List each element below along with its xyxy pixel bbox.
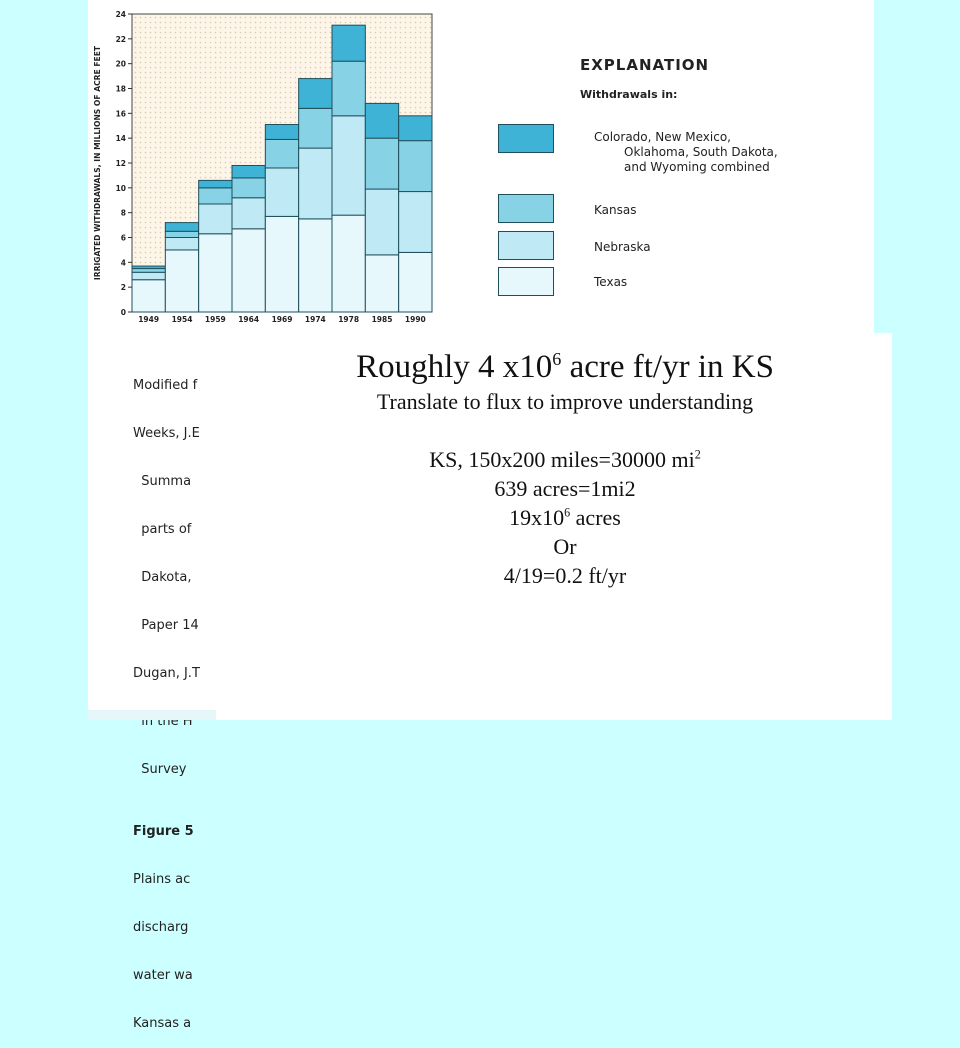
bar-1959-series-3 — [198, 179, 233, 189]
x-tick-label: 1949 — [138, 315, 159, 324]
x-tick-label: 1954 — [172, 315, 193, 324]
y-tick-label: 8 — [121, 209, 126, 218]
y-axis-title: IRRIGATED WITHDRAWALS, IN MILLIONS OF AC… — [93, 45, 102, 280]
y-tick-label: 24 — [116, 10, 126, 19]
bar-1985-series-2 — [364, 137, 400, 190]
legend-label-kansas: Kansas — [594, 203, 637, 217]
area-line: KS, 150x200 miles=30000 mi2 — [429, 447, 701, 472]
x-tick-label: 1990 — [405, 315, 426, 324]
bar-1954-series-0 — [164, 249, 200, 313]
bars-layer — [131, 24, 433, 313]
bar-1974-series-1 — [298, 147, 333, 220]
bar-1974-series-0 — [298, 218, 333, 313]
bar-1969-series-2 — [264, 138, 300, 169]
bar-1959-series-2 — [198, 187, 233, 205]
bar-1974-series-2 — [298, 107, 333, 149]
bar-1978-series-1 — [331, 115, 366, 216]
bar-1978-series-3 — [331, 24, 366, 62]
legend-swatch-texas — [498, 267, 554, 296]
y-tick-label: 6 — [121, 234, 126, 243]
y-tick-label: 4 — [121, 258, 126, 267]
x-tick-label: 1985 — [372, 315, 393, 324]
flux-result-line: 4/19=0.2 ft/yr — [503, 563, 627, 588]
legend-swatch-nebraska — [498, 231, 554, 260]
bar-1969-series-1 — [264, 167, 300, 217]
annotation-overlay: Roughly 4 x106 acre ft/yr in KS Translat… — [238, 333, 892, 720]
bar-1964-series-1 — [231, 197, 266, 230]
bar-1949-series-3 — [131, 265, 166, 270]
bar-1985-series-0 — [364, 254, 400, 313]
bar-1969-series-0 — [264, 215, 300, 313]
y-tick-label: 18 — [116, 85, 126, 94]
y-tick-label: 0 — [121, 308, 126, 317]
bar-1990-series-1 — [398, 191, 433, 253]
legend-label-nebraska: Nebraska — [594, 240, 651, 254]
background-caption: Modified f Weeks, J.E Summa parts of Dak… — [133, 346, 243, 1048]
x-tick-label: 1974 — [305, 315, 326, 324]
bar-1959-series-1 — [198, 203, 233, 235]
x-tick-label: 1969 — [272, 315, 293, 324]
axis-layer: 1949 1954 1959 1964 1969 1974 1978 1985 19900246… — [116, 10, 426, 324]
legend-swatch-other-states — [498, 124, 554, 153]
bar-1978-series-2 — [331, 60, 366, 117]
y-tick-label: 16 — [116, 109, 126, 118]
bar-1985-series-3 — [364, 102, 400, 139]
y-tick-label: 12 — [116, 159, 126, 168]
bar-1949-series-2 — [131, 268, 166, 273]
bar-1990-series-2 — [398, 140, 433, 193]
y-tick-label: 10 — [116, 184, 126, 193]
legend-subtitle: Withdrawals in: — [580, 88, 678, 101]
x-tick-label: 1978 — [338, 315, 359, 324]
bar-1954-series-1 — [164, 237, 200, 251]
headline: Roughly 4 x106 acre ft/yr in KS — [356, 349, 774, 385]
bar-1978-series-0 — [331, 214, 366, 313]
bar-1974-series-3 — [298, 78, 333, 109]
bar-1954-series-3 — [164, 222, 200, 232]
acres-conversion-line: 639 acres=1mi2 — [494, 476, 636, 501]
x-tick-label: 1959 — [205, 315, 226, 324]
bar-1964-series-2 — [231, 177, 266, 199]
bar-1969-series-3 — [264, 124, 300, 140]
legend-swatch-kansas — [498, 194, 554, 223]
y-tick-label: 22 — [116, 35, 126, 44]
bar-1949-series-0 — [131, 279, 166, 313]
bar-1985-series-1 — [364, 188, 400, 256]
y-tick-label: 2 — [121, 283, 126, 292]
bar-1990-series-0 — [398, 251, 433, 313]
bar-1964-series-0 — [231, 228, 266, 313]
x-tick-label: 1964 — [238, 315, 259, 324]
legend-title: EXPLANATION — [580, 56, 710, 74]
total-acres-line: 19x106 acres — [509, 505, 621, 530]
legend-label-other-states: Colorado, New Mexico, Oklahoma, South Da… — [594, 130, 778, 174]
legend-label-texas: Texas — [594, 275, 628, 289]
or-line: Or — [553, 534, 577, 559]
bar-1990-series-3 — [398, 115, 433, 142]
figure-label: Figure 5 — [133, 824, 194, 839]
y-tick-label: 14 — [116, 134, 126, 143]
translate-line: Translate to flux to improve understandi… — [376, 389, 754, 414]
bar-1964-series-3 — [231, 164, 266, 179]
bar-1949-series-1 — [131, 271, 166, 281]
legend-explanation: EXPLANATION Withdrawals in: — [580, 56, 870, 101]
bottom-strip — [88, 710, 216, 720]
bar-1959-series-0 — [198, 233, 233, 313]
bar-chart: 1949 1954 1959 1964 1969 1974 1978 1985 19900246… — [93, 10, 433, 324]
bar-1954-series-2 — [164, 230, 200, 239]
y-tick-label: 20 — [116, 60, 126, 69]
